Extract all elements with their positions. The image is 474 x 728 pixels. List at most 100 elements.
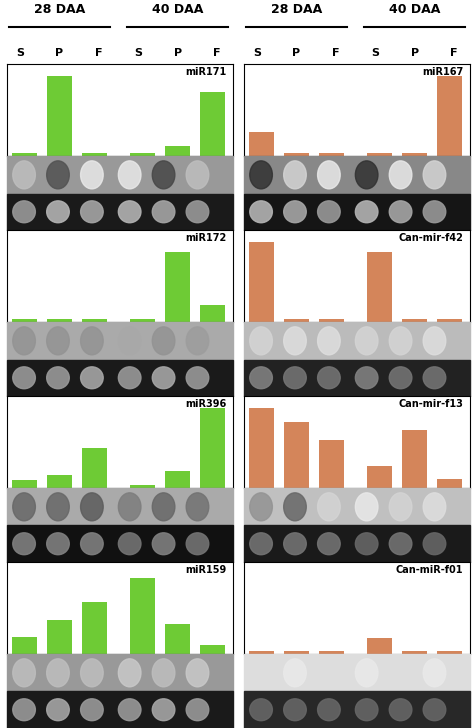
Bar <box>319 319 344 323</box>
Bar <box>319 651 344 654</box>
Ellipse shape <box>250 201 273 223</box>
Bar <box>249 132 274 157</box>
Text: miR167: miR167 <box>422 67 464 77</box>
Ellipse shape <box>118 161 141 189</box>
Ellipse shape <box>152 533 175 555</box>
Bar <box>47 76 72 157</box>
Ellipse shape <box>283 699 306 721</box>
Ellipse shape <box>81 493 103 521</box>
Ellipse shape <box>389 161 412 189</box>
Ellipse shape <box>46 327 69 355</box>
Bar <box>437 319 462 323</box>
Ellipse shape <box>423 493 446 521</box>
Text: Can-mir-f42: Can-mir-f42 <box>399 233 464 243</box>
Bar <box>319 153 344 157</box>
Ellipse shape <box>318 533 340 555</box>
Ellipse shape <box>186 659 209 687</box>
Ellipse shape <box>423 201 446 223</box>
Ellipse shape <box>46 367 69 389</box>
Bar <box>284 319 309 323</box>
Bar <box>82 153 107 157</box>
Text: miR171: miR171 <box>185 67 227 77</box>
Bar <box>402 651 427 654</box>
Ellipse shape <box>356 161 378 189</box>
Ellipse shape <box>186 327 209 355</box>
Ellipse shape <box>356 367 378 389</box>
Bar <box>249 651 274 654</box>
Ellipse shape <box>81 533 103 555</box>
Bar <box>367 638 392 654</box>
Bar <box>130 485 155 488</box>
Ellipse shape <box>46 699 69 721</box>
Text: 40 DAA: 40 DAA <box>152 3 203 16</box>
Ellipse shape <box>389 201 412 223</box>
Bar <box>200 304 225 323</box>
Bar <box>284 153 309 157</box>
Ellipse shape <box>356 493 378 521</box>
Ellipse shape <box>423 699 446 721</box>
Ellipse shape <box>356 659 378 687</box>
Ellipse shape <box>283 201 306 223</box>
Ellipse shape <box>46 659 69 687</box>
Ellipse shape <box>318 659 340 687</box>
Bar <box>402 319 427 323</box>
Text: 40 DAA: 40 DAA <box>389 3 440 16</box>
Text: P: P <box>410 47 419 58</box>
Ellipse shape <box>318 327 340 355</box>
Ellipse shape <box>283 367 306 389</box>
Ellipse shape <box>389 327 412 355</box>
Ellipse shape <box>118 699 141 721</box>
Bar <box>12 319 37 323</box>
Ellipse shape <box>283 533 306 555</box>
Ellipse shape <box>118 493 141 521</box>
Ellipse shape <box>186 201 209 223</box>
Bar <box>319 440 344 488</box>
Bar <box>200 92 225 157</box>
Bar <box>165 146 190 157</box>
Text: F: F <box>332 47 339 58</box>
Ellipse shape <box>186 367 209 389</box>
Text: F: F <box>213 47 221 58</box>
Ellipse shape <box>152 367 175 389</box>
Ellipse shape <box>250 367 273 389</box>
Text: miR159: miR159 <box>185 565 227 575</box>
Ellipse shape <box>423 327 446 355</box>
Ellipse shape <box>250 699 273 721</box>
Ellipse shape <box>46 533 69 555</box>
Bar <box>82 319 107 323</box>
Bar <box>249 408 274 488</box>
Bar <box>402 430 427 488</box>
Bar <box>165 624 190 654</box>
Bar <box>47 620 72 654</box>
Bar <box>437 651 462 654</box>
Ellipse shape <box>250 161 273 189</box>
Ellipse shape <box>186 161 209 189</box>
Ellipse shape <box>152 201 175 223</box>
Bar <box>249 242 274 323</box>
Ellipse shape <box>423 659 446 687</box>
Bar <box>284 651 309 654</box>
Ellipse shape <box>13 493 36 521</box>
Text: P: P <box>292 47 301 58</box>
Bar <box>47 319 72 323</box>
Ellipse shape <box>423 161 446 189</box>
Text: miR396: miR396 <box>185 399 227 409</box>
Bar <box>200 644 225 654</box>
Bar <box>12 480 37 488</box>
Ellipse shape <box>356 327 378 355</box>
Ellipse shape <box>13 699 36 721</box>
Text: S: S <box>253 47 261 58</box>
Text: Can-miR-f01: Can-miR-f01 <box>396 565 464 575</box>
Ellipse shape <box>13 327 36 355</box>
Ellipse shape <box>318 201 340 223</box>
Ellipse shape <box>250 659 273 687</box>
Ellipse shape <box>81 161 103 189</box>
Bar <box>284 422 309 488</box>
Ellipse shape <box>356 201 378 223</box>
Bar <box>367 252 392 323</box>
Text: Can-mir-f13: Can-mir-f13 <box>399 399 464 409</box>
Ellipse shape <box>186 493 209 521</box>
Ellipse shape <box>46 161 69 189</box>
Ellipse shape <box>283 659 306 687</box>
Text: F: F <box>95 47 102 58</box>
